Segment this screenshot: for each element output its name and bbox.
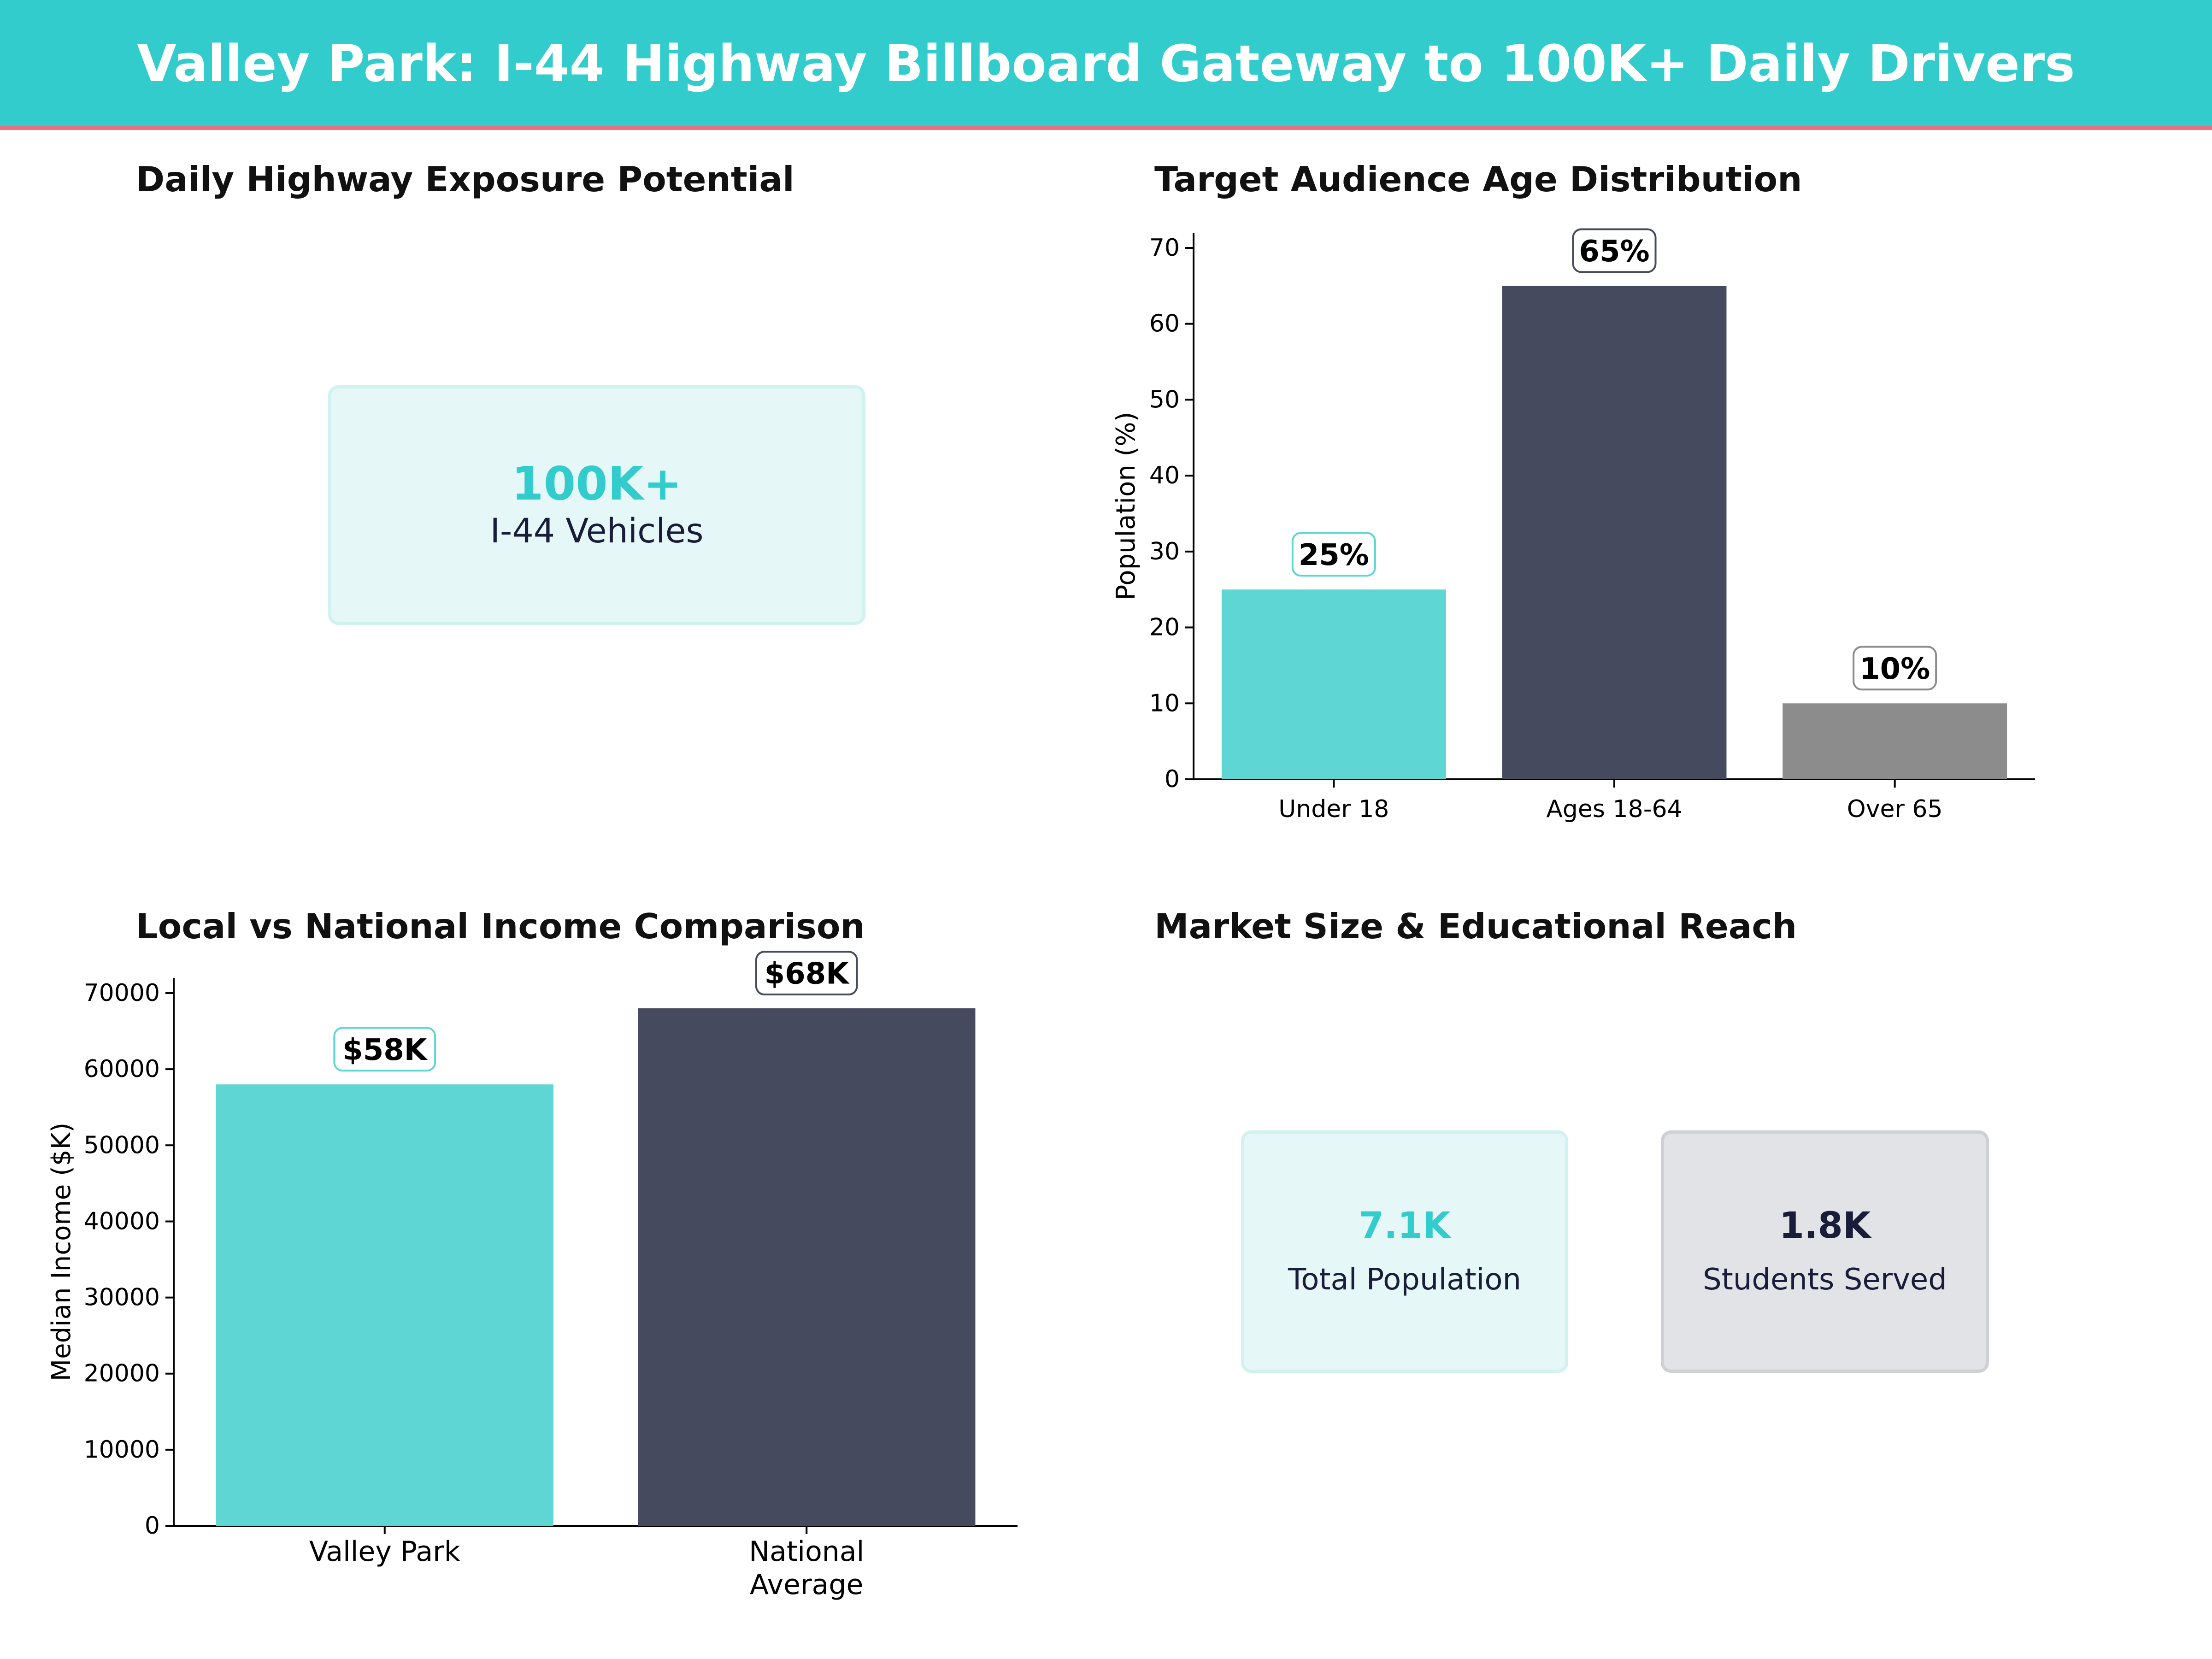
y-tick-label: 40000 <box>84 1207 160 1235</box>
data-label-box <box>1853 646 1937 691</box>
x-tick-label: Over 65 <box>1847 795 1943 823</box>
y-tick-label: 30 <box>1149 538 1180 565</box>
data-label-box <box>333 1027 436 1072</box>
y-tick-label: 70000 <box>84 979 160 1007</box>
bar <box>1221 589 1446 779</box>
header-banner <box>0 0 2212 130</box>
bar <box>216 1084 553 1526</box>
y-tick-label: 10000 <box>84 1436 160 1464</box>
y-tick-label: 20 <box>1149 614 1180 641</box>
y-tick-label: 30000 <box>84 1284 160 1312</box>
data-label-box <box>1572 228 1657 273</box>
students-label: Students Served <box>1703 1262 1947 1297</box>
x-tick-label: Average <box>750 1569 863 1601</box>
x-tick-label: Valley Park <box>309 1535 460 1568</box>
y-tick-label: 60 <box>1149 310 1180 338</box>
x-tick-label: Ages 18-64 <box>1546 795 1682 823</box>
bar <box>1502 286 1727 779</box>
market-panel-title: Market Size & Educational Reach <box>1154 906 1797 947</box>
data-label: 65% <box>1579 235 1649 269</box>
students-stat-card: 1.8K Students Served <box>1661 1130 1989 1373</box>
y-tick-label: 10 <box>1149 689 1180 717</box>
data-label-box <box>1291 532 1376 577</box>
y-tick-label: 0 <box>1165 765 1180 793</box>
students-value: 1.8K <box>1779 1205 1871 1247</box>
y-axis-label: Population (%) <box>1111 412 1141 600</box>
data-label-box <box>755 951 858 996</box>
x-tick-label: National <box>749 1535 864 1568</box>
y-axis-label: Median Income ($K) <box>47 1123 76 1381</box>
y-tick-label: 50000 <box>84 1131 160 1159</box>
y-tick-label: 20000 <box>84 1360 160 1388</box>
population-stat-card: 7.1K Total Population <box>1241 1130 1568 1373</box>
population-value: 7.1K <box>1359 1205 1451 1247</box>
exposure-stat-card: 100K+ I-44 Vehicles <box>328 385 865 625</box>
population-label: Total Population <box>1288 1262 1522 1297</box>
x-tick-label: Under 18 <box>1278 795 1389 823</box>
bar <box>1783 703 2007 779</box>
y-tick-label: 40 <box>1149 462 1180 489</box>
bar <box>638 1008 976 1526</box>
y-tick-label: 50 <box>1149 386 1180 413</box>
exposure-value: 100K+ <box>511 457 682 511</box>
y-tick-label: 70 <box>1149 234 1180 262</box>
exposure-label: I-44 Vehicles <box>490 512 704 551</box>
y-tick-label: 0 <box>145 1512 160 1540</box>
y-tick-label: 60000 <box>84 1055 160 1083</box>
data-label: 25% <box>1299 538 1369 572</box>
data-label: $68K <box>765 957 850 991</box>
data-label: $58K <box>342 1033 428 1067</box>
page-title: Valley Park: I-44 Highway Billboard Gate… <box>137 34 2075 93</box>
data-label: 10% <box>1859 652 1930 686</box>
